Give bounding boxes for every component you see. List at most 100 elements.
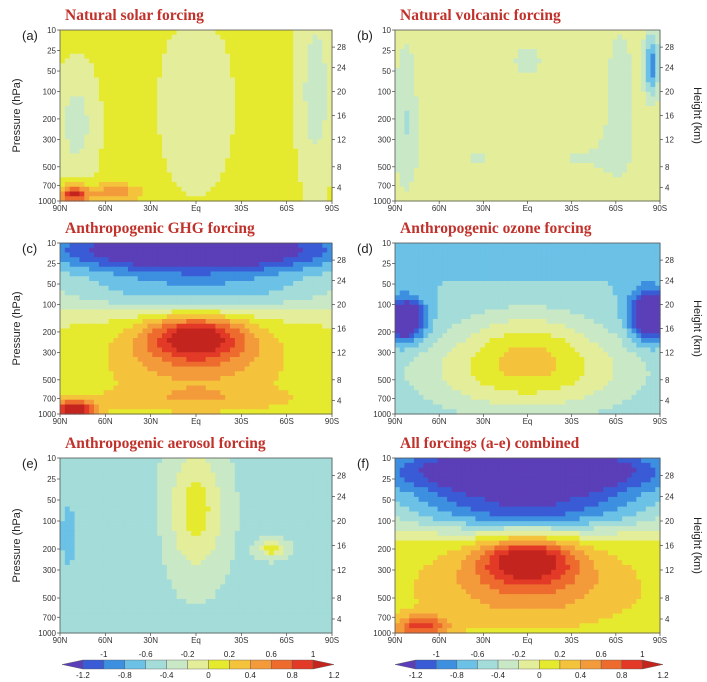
heat-cell [442, 191, 448, 197]
heat-cell [423, 115, 429, 121]
heat-cell [579, 101, 585, 107]
heat-cell [456, 106, 462, 112]
heat-cell [98, 300, 105, 306]
heat-cell [60, 96, 66, 102]
heat-cell [288, 34, 294, 41]
heat-cell [522, 77, 529, 83]
pressure-axis-label: Pressure (hPa) [11, 79, 23, 153]
heat-cell [327, 49, 333, 55]
heat-cell [322, 44, 328, 50]
heat-cell [123, 271, 129, 277]
heat-cell [522, 72, 529, 79]
heat-cell [249, 96, 255, 102]
heat-cell [74, 125, 81, 131]
heat-cell [546, 115, 552, 121]
heat-cell [603, 63, 609, 69]
heat-cell [230, 63, 236, 69]
heat-cell [186, 129, 192, 136]
heat-cell [404, 87, 410, 93]
heat-cell [418, 53, 424, 60]
heat-cell [142, 125, 149, 131]
heat-cell [186, 30, 192, 36]
heat-cell [579, 110, 585, 117]
heat-cell [128, 177, 134, 183]
heat-cell [489, 34, 495, 41]
heat-cell [278, 68, 285, 74]
heat-cell [447, 139, 453, 145]
heat-cell [191, 281, 197, 287]
heat-cell [645, 196, 652, 202]
heat-cell [546, 91, 552, 98]
heat-cell [598, 196, 604, 202]
heat-cell [298, 115, 304, 121]
heat-cell [451, 39, 458, 45]
heat-cell [103, 58, 110, 64]
heat-cell [186, 191, 192, 197]
heat-cell [74, 266, 81, 273]
heat-cell [593, 167, 600, 174]
x-tick-label: 30N [143, 204, 158, 213]
heat-cell [181, 115, 187, 121]
heat-cell [589, 153, 595, 159]
heat-cell [551, 96, 557, 102]
heat-cell [508, 125, 514, 131]
heat-cell [574, 63, 581, 69]
heat-cell [84, 309, 90, 315]
heat-cell [437, 196, 443, 202]
x-tick-label: 90S [653, 204, 667, 213]
heat-cell [152, 39, 158, 45]
heat-cell [475, 82, 481, 88]
heat-cell [480, 158, 486, 164]
heat-cell [200, 247, 207, 254]
heat-cell [494, 115, 500, 121]
heat-cell [409, 44, 415, 50]
heat-cell [196, 281, 202, 287]
heat-cell [288, 39, 294, 45]
heat-cell [230, 271, 236, 277]
heat-cell [317, 148, 323, 155]
heat-cell [181, 101, 187, 107]
heat-cell [60, 266, 66, 273]
heat-cell [503, 63, 510, 69]
heat-cell [94, 266, 100, 273]
heat-cell [598, 91, 604, 98]
heat-cell [574, 39, 581, 45]
heat-cell [220, 68, 226, 74]
heat-cell [147, 172, 153, 178]
heat-cell [589, 196, 595, 202]
heat-cell [489, 129, 495, 136]
heat-cell [69, 304, 76, 311]
heat-cell [234, 163, 241, 169]
heat-cell [225, 87, 231, 93]
heat-cell [423, 120, 429, 126]
heat-cell [461, 53, 467, 60]
heat-cell [147, 252, 153, 258]
heat-cell [142, 144, 149, 150]
heat-cell [532, 191, 538, 197]
heat-cell [617, 63, 623, 69]
heat-cell [191, 77, 197, 83]
heat-cell [118, 247, 124, 254]
heat-cell [584, 144, 590, 150]
heat-cell [312, 276, 319, 282]
heat-cell [264, 44, 270, 50]
heat-cell [442, 72, 448, 79]
heat-cell [171, 125, 178, 131]
heat-cell [162, 87, 168, 93]
heat-cell [94, 77, 100, 83]
heat-cell [626, 91, 633, 98]
heat-cell [220, 271, 226, 277]
heat-cell [560, 196, 566, 202]
heat-cell [264, 177, 270, 183]
heat-cell [264, 110, 270, 117]
heat-cell [650, 120, 656, 126]
heat-cell [584, 34, 590, 41]
heat-cell [546, 53, 552, 60]
heat-cell [132, 110, 139, 117]
heat-cell [137, 247, 144, 254]
heat-cell [655, 110, 661, 117]
heat-cell [423, 82, 429, 88]
heat-cell [298, 304, 304, 311]
heat-cell [215, 58, 221, 64]
heat-cell [565, 172, 571, 178]
